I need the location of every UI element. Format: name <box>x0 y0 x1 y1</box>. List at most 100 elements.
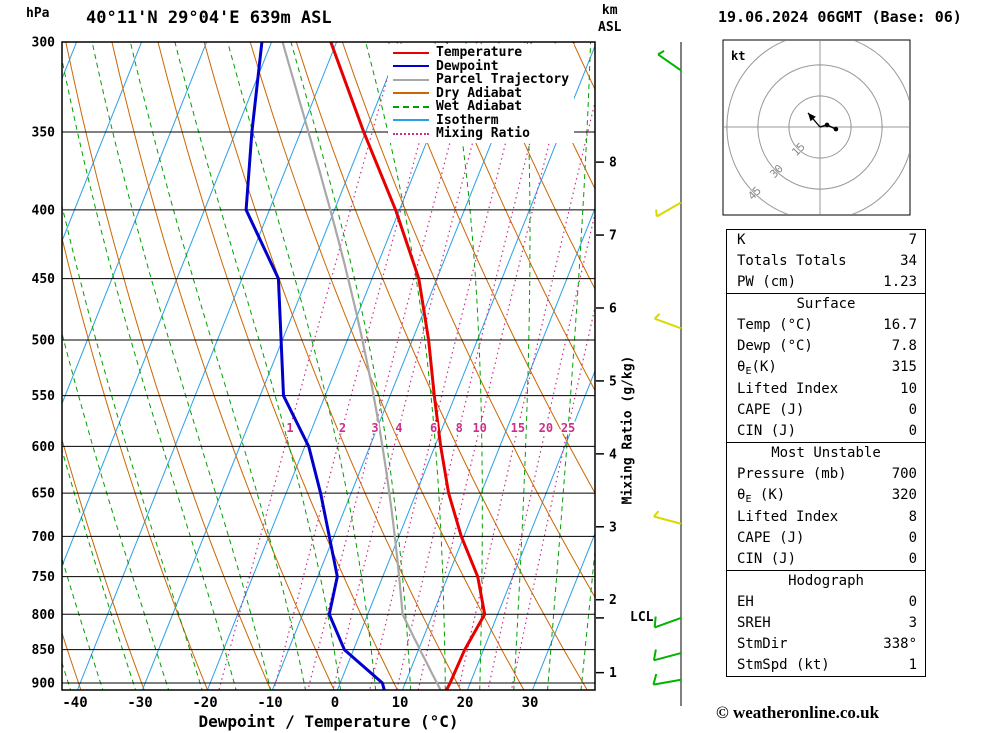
svg-text:-20: -20 <box>192 695 217 711</box>
sounding-profiles <box>244 42 487 690</box>
isotherm-lines <box>62 42 595 690</box>
table-row: SREH 3 <box>727 613 925 634</box>
svg-text:3: 3 <box>371 421 378 435</box>
hodograph-unit-label: kt <box>731 49 745 63</box>
row-value: 3 <box>908 615 917 631</box>
row-value: 7.8 <box>891 338 917 354</box>
table-row: CIN (J) 0 <box>727 549 925 570</box>
legend-item-wet-adiabat: Wet Adiabat <box>393 100 569 114</box>
pressure-tick-labels: 300 350 400 450 500 550 600 650 700 750 800 850 900 <box>32 36 56 692</box>
legend-item-label: Dry Adiabat <box>436 85 523 101</box>
svg-text:-10: -10 <box>257 695 282 711</box>
wet-adiabat-lines <box>62 42 595 690</box>
table-row: Pressure (mb) 700 <box>727 464 925 485</box>
table-section: K 7 Totals Totals 34 PW (cm) 1.23 <box>727 230 925 293</box>
row-label: CAPE (J) <box>737 530 805 546</box>
row-label: CIN (J) <box>737 551 797 567</box>
legend-item-isotherm: Isotherm <box>393 114 569 128</box>
row-value: 0 <box>908 402 917 418</box>
svg-text:10: 10 <box>472 421 486 435</box>
table-row: PW (cm) 1.23 <box>727 272 925 293</box>
row-value: 1.23 <box>883 274 917 290</box>
row-label: Lifted Index <box>737 381 839 397</box>
svg-text:850: 850 <box>32 643 56 658</box>
height-axis-ticks: 1 2 3 4 5 6 7 8 <box>596 156 617 681</box>
table-row: θE (K) 320 <box>727 485 925 507</box>
svg-text:500: 500 <box>32 334 56 349</box>
legend-item-dewpoint: Dewpoint <box>393 60 569 74</box>
legend-sample-line <box>393 119 429 122</box>
table-row: θE(K) 315 <box>727 357 925 379</box>
row-value: 8 <box>908 509 917 525</box>
table-row: CIN (J) 0 <box>727 421 925 442</box>
svg-text:900: 900 <box>32 677 56 692</box>
svg-text:1: 1 <box>286 421 293 435</box>
legend-item-temperature: Temperature <box>393 46 569 60</box>
svg-text:6: 6 <box>609 301 617 316</box>
height-axis-unit: km ASL <box>598 2 621 36</box>
table-row: StmSpd (kt) 1 <box>727 655 925 676</box>
table-section: Surface Temp (°C) 16.7 Dewp (°C) 7.8 θE(K) 315… <box>727 293 925 442</box>
svg-text:2: 2 <box>339 421 346 435</box>
svg-text:1: 1 <box>609 666 617 681</box>
table-row: EH 0 <box>727 592 925 613</box>
svg-text:800: 800 <box>32 608 56 623</box>
svg-text:650: 650 <box>32 487 56 502</box>
svg-text:2: 2 <box>609 593 617 608</box>
svg-text:5: 5 <box>609 374 617 389</box>
row-value: 338° <box>883 636 917 652</box>
km-unit-label: km <box>601 3 618 18</box>
legend-item-label: Isotherm <box>436 112 499 128</box>
wind-barb <box>652 673 682 686</box>
table-section: Hodograph EH 0 SREH 3 StmDir 338° StmSpd (kt) 1 <box>727 570 925 676</box>
row-value: 700 <box>891 466 917 482</box>
row-label: θE (K) <box>737 487 786 505</box>
legend: Temperature Dewpoint Parcel Trajectory Dry … <box>388 44 575 143</box>
row-label: StmSpd (kt) <box>737 657 830 673</box>
svg-text:7: 7 <box>609 229 617 244</box>
row-label: StmDir <box>737 636 788 652</box>
svg-text:15: 15 <box>511 421 525 435</box>
legend-sample-line <box>393 65 429 68</box>
svg-text:3: 3 <box>609 520 617 535</box>
wind-barb <box>652 649 682 662</box>
temperature-tick-labels: -40 -30 -20 -10 0 10 20 30 <box>62 695 538 711</box>
mixing-ratio-value-labels: 1 2 3 4 6 8 10 15 20 25 <box>285 420 577 437</box>
row-value: 0 <box>908 551 917 567</box>
row-value: 1 <box>908 657 917 673</box>
legend-sample-line <box>393 51 429 54</box>
legend-item-dry-adiabat: Dry Adiabat <box>393 87 569 101</box>
svg-text:450: 450 <box>32 272 56 287</box>
temperature-curve <box>329 42 487 690</box>
legend-item-label: Mixing Ratio <box>436 126 530 142</box>
row-value: 16.7 <box>883 317 917 333</box>
row-value: 315 <box>891 359 917 375</box>
row-value: 10 <box>900 381 917 397</box>
svg-text:400: 400 <box>32 203 56 218</box>
row-value: 0 <box>908 423 917 439</box>
svg-text:6: 6 <box>430 421 437 435</box>
svg-text:8: 8 <box>456 421 463 435</box>
row-value: 7 <box>908 232 917 248</box>
row-label: CIN (J) <box>737 423 797 439</box>
legend-item-mixing-ratio: Mixing Ratio <box>393 127 569 141</box>
table-row: Dewp (°C) 7.8 <box>727 336 925 357</box>
row-label: Temp (°C) <box>737 317 813 333</box>
asl-unit-label: ASL <box>598 20 622 35</box>
copyright: © weatheronline.co.uk <box>716 703 880 722</box>
table-section: Most Unstable Pressure (mb) 700 θE (K) 320 Li… <box>727 442 925 570</box>
svg-text:20: 20 <box>539 421 553 435</box>
mixing-ratio-axis-label: Mixing Ratio (g/kg) <box>620 355 636 505</box>
svg-text:4: 4 <box>395 421 402 435</box>
wind-barb <box>657 50 682 72</box>
svg-text:20: 20 <box>457 695 474 711</box>
svg-text:30: 30 <box>522 695 539 711</box>
table-row: Totals Totals 34 <box>727 251 925 272</box>
table-section-header: Hodograph <box>788 573 864 589</box>
svg-text:750: 750 <box>32 570 56 585</box>
row-label: EH <box>737 594 754 610</box>
parcel-trajectory-curve <box>281 42 442 690</box>
